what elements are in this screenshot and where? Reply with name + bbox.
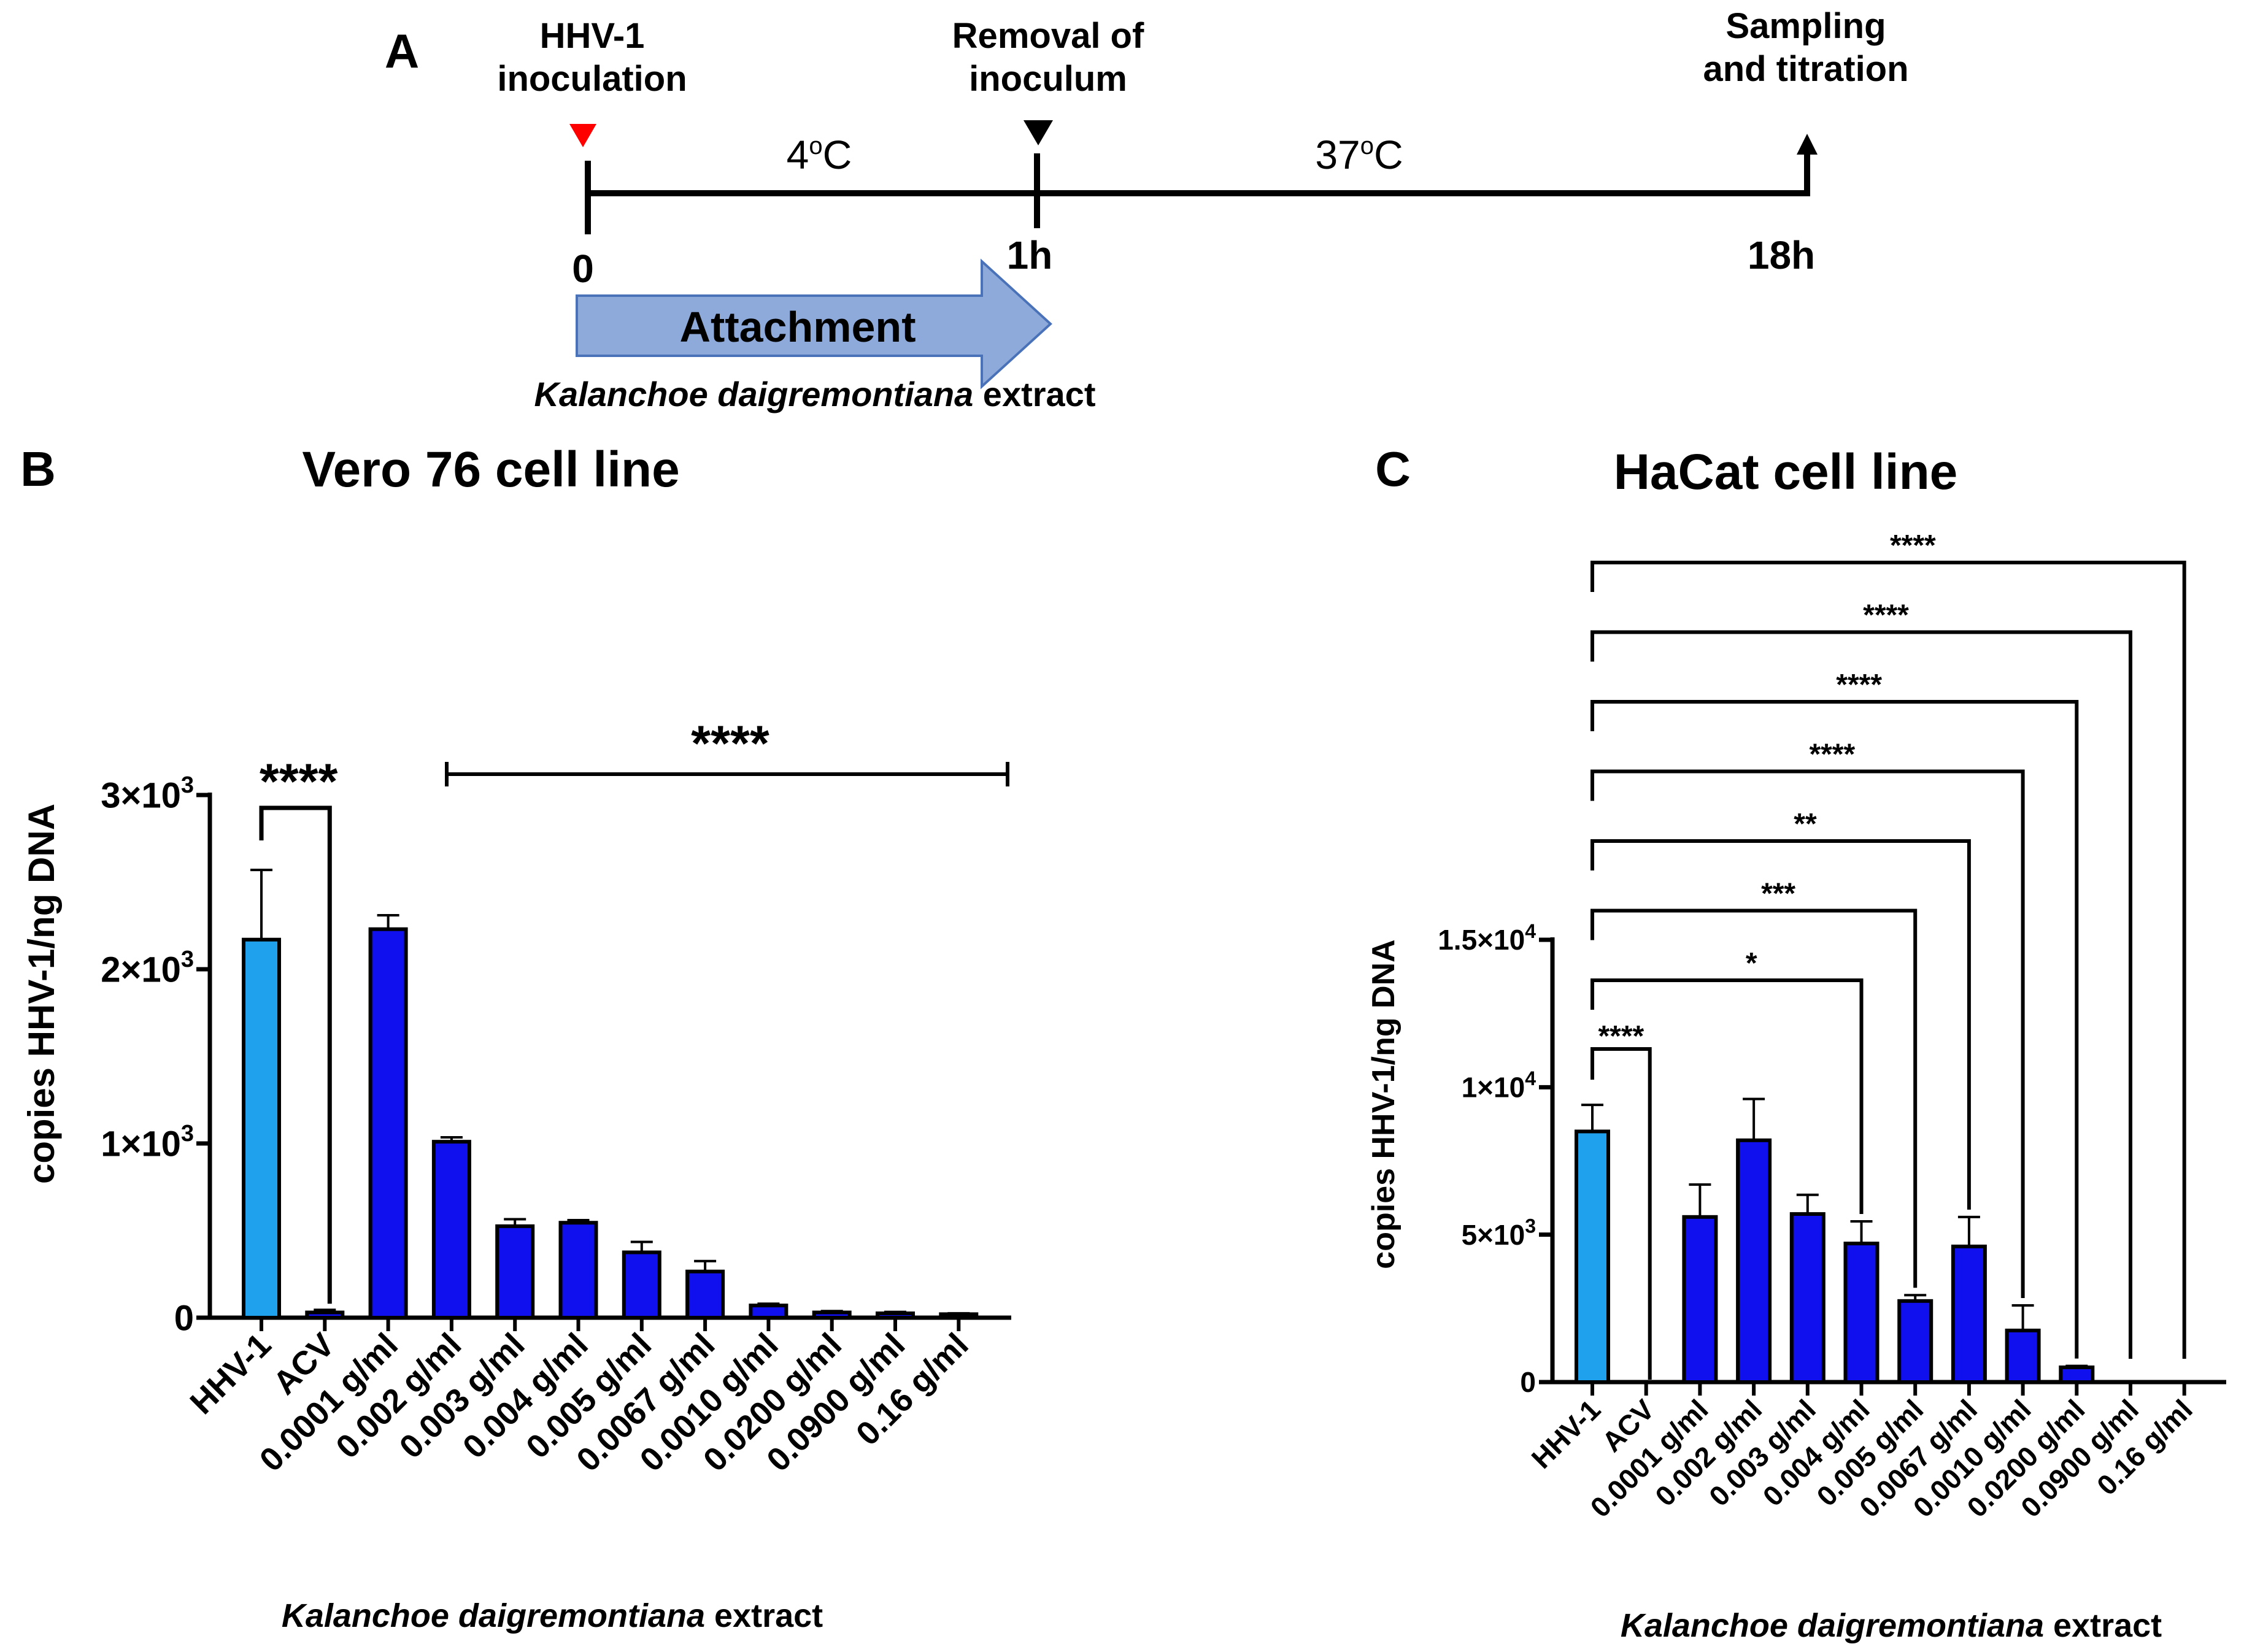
bar bbox=[2005, 1328, 2041, 1384]
panel-a-label: A bbox=[385, 24, 419, 78]
bar bbox=[939, 1312, 979, 1320]
tick-label-1h: 1h bbox=[1007, 233, 1053, 277]
significance-label: **** bbox=[1809, 739, 1855, 771]
bar bbox=[305, 1310, 345, 1320]
panel-b-xlabel: Kalanchoe daigremontiana extract bbox=[282, 1597, 823, 1634]
bar bbox=[368, 927, 408, 1320]
bar bbox=[749, 1304, 788, 1320]
bar bbox=[495, 1224, 535, 1320]
bar bbox=[1682, 1215, 1718, 1384]
bar bbox=[1843, 1242, 1880, 1384]
significance-bracket: **** bbox=[1590, 529, 2186, 1359]
panel-b-ylabel: copies HHV-1/ng DNA bbox=[21, 804, 62, 1184]
panel-c-chart: C HaCat cell line copies HHV-1/ng DNA 0 5… bbox=[1366, 442, 2226, 1644]
significance-label: *** bbox=[1761, 878, 1795, 910]
y-tick-label: 1×103 bbox=[101, 1121, 194, 1164]
y-tick-label: 0 bbox=[1520, 1366, 1536, 1398]
significance-bracket: **** bbox=[259, 754, 338, 1304]
bar bbox=[1575, 1129, 1610, 1385]
y-tick-label: 1.5×104 bbox=[1438, 920, 1536, 956]
x-tick-label: HHV-1 bbox=[183, 1326, 278, 1421]
panel-a-timeline: A HHV-1 inoculation Removal of inoculum … bbox=[385, 6, 1909, 413]
panel-c-label: C bbox=[1375, 442, 1411, 496]
y-tick-label: 1×104 bbox=[1462, 1067, 1536, 1103]
bar bbox=[1736, 1138, 1772, 1385]
significance-bracket: **** bbox=[1590, 739, 2025, 1299]
inoculation-label-2: inoculation bbox=[497, 59, 687, 99]
significance-label: **** bbox=[1836, 669, 1882, 701]
bar bbox=[1951, 1244, 1987, 1384]
bar bbox=[622, 1250, 661, 1320]
x-tick-label: HHV-1 bbox=[1525, 1393, 1607, 1475]
attachment-arrow bbox=[576, 258, 1052, 390]
y-tick-label: 0 bbox=[174, 1298, 194, 1338]
attachment-label: Attachment bbox=[679, 303, 916, 351]
significance-bracket: * bbox=[1590, 947, 1864, 1215]
significance-bracket: **** bbox=[1590, 1020, 1652, 1380]
bar bbox=[431, 1140, 471, 1320]
removal-marker-icon bbox=[1024, 120, 1053, 145]
tick-label-0: 0 bbox=[572, 247, 594, 291]
removal-label-2: inoculum bbox=[969, 59, 1127, 99]
bar bbox=[558, 1221, 598, 1320]
bar bbox=[242, 937, 281, 1320]
y-tick-label: 5×103 bbox=[1462, 1215, 1536, 1250]
significance-label: **** bbox=[1890, 529, 1936, 562]
bar bbox=[1789, 1212, 1826, 1385]
significance-label: **** bbox=[260, 754, 338, 810]
significance-bracket: **** bbox=[1590, 669, 2079, 1359]
panel-b-chart: B Vero 76 cell line copies HHV-1/ng DNA … bbox=[20, 442, 1011, 1634]
significance-label: **** bbox=[691, 716, 769, 772]
significance-bracket: **** bbox=[1590, 599, 2132, 1359]
significance-bracket: *** bbox=[1590, 878, 1918, 1288]
removal-label: Removal of bbox=[952, 16, 1144, 56]
bar bbox=[1897, 1299, 1934, 1384]
panel-c-ylabel: copies HHV-1/ng DNA bbox=[1366, 939, 1402, 1269]
up-arrow-icon bbox=[1797, 134, 1818, 155]
panel-b-title: Vero 76 cell line bbox=[302, 442, 679, 498]
panel-c-title: HaCat cell line bbox=[1614, 444, 1958, 500]
inoculation-marker-icon bbox=[569, 124, 596, 147]
panel-c-xlabel: Kalanchoe daigremontiana extract bbox=[1621, 1607, 2162, 1644]
panel-a-extract-label: Kalanchoe daigremontiana extract bbox=[534, 375, 1096, 413]
significance-bracket: ** bbox=[1590, 808, 1971, 1210]
sampling-label-2: and titration bbox=[1703, 49, 1908, 89]
panel-b-label: B bbox=[20, 442, 56, 496]
sampling-label: Sampling bbox=[1725, 6, 1886, 46]
significance-bracket: **** bbox=[445, 716, 1009, 786]
significance-label: * bbox=[1746, 947, 1757, 980]
temp-37c: 37oC bbox=[1315, 132, 1403, 177]
tick-label-18h: 18h bbox=[1748, 233, 1815, 277]
significance-label: **** bbox=[1863, 599, 1909, 632]
significance-label: ** bbox=[1794, 808, 1817, 840]
bar bbox=[685, 1269, 725, 1320]
significance-label: **** bbox=[1598, 1020, 1644, 1053]
bar bbox=[812, 1310, 852, 1320]
bar bbox=[2059, 1365, 2095, 1384]
inoculation-label: HHV-1 bbox=[540, 16, 645, 56]
y-tick-label: 3×103 bbox=[101, 772, 194, 815]
bar bbox=[876, 1311, 915, 1320]
temp-4c: 4oC bbox=[787, 132, 852, 177]
y-tick-label: 2×103 bbox=[101, 947, 194, 989]
